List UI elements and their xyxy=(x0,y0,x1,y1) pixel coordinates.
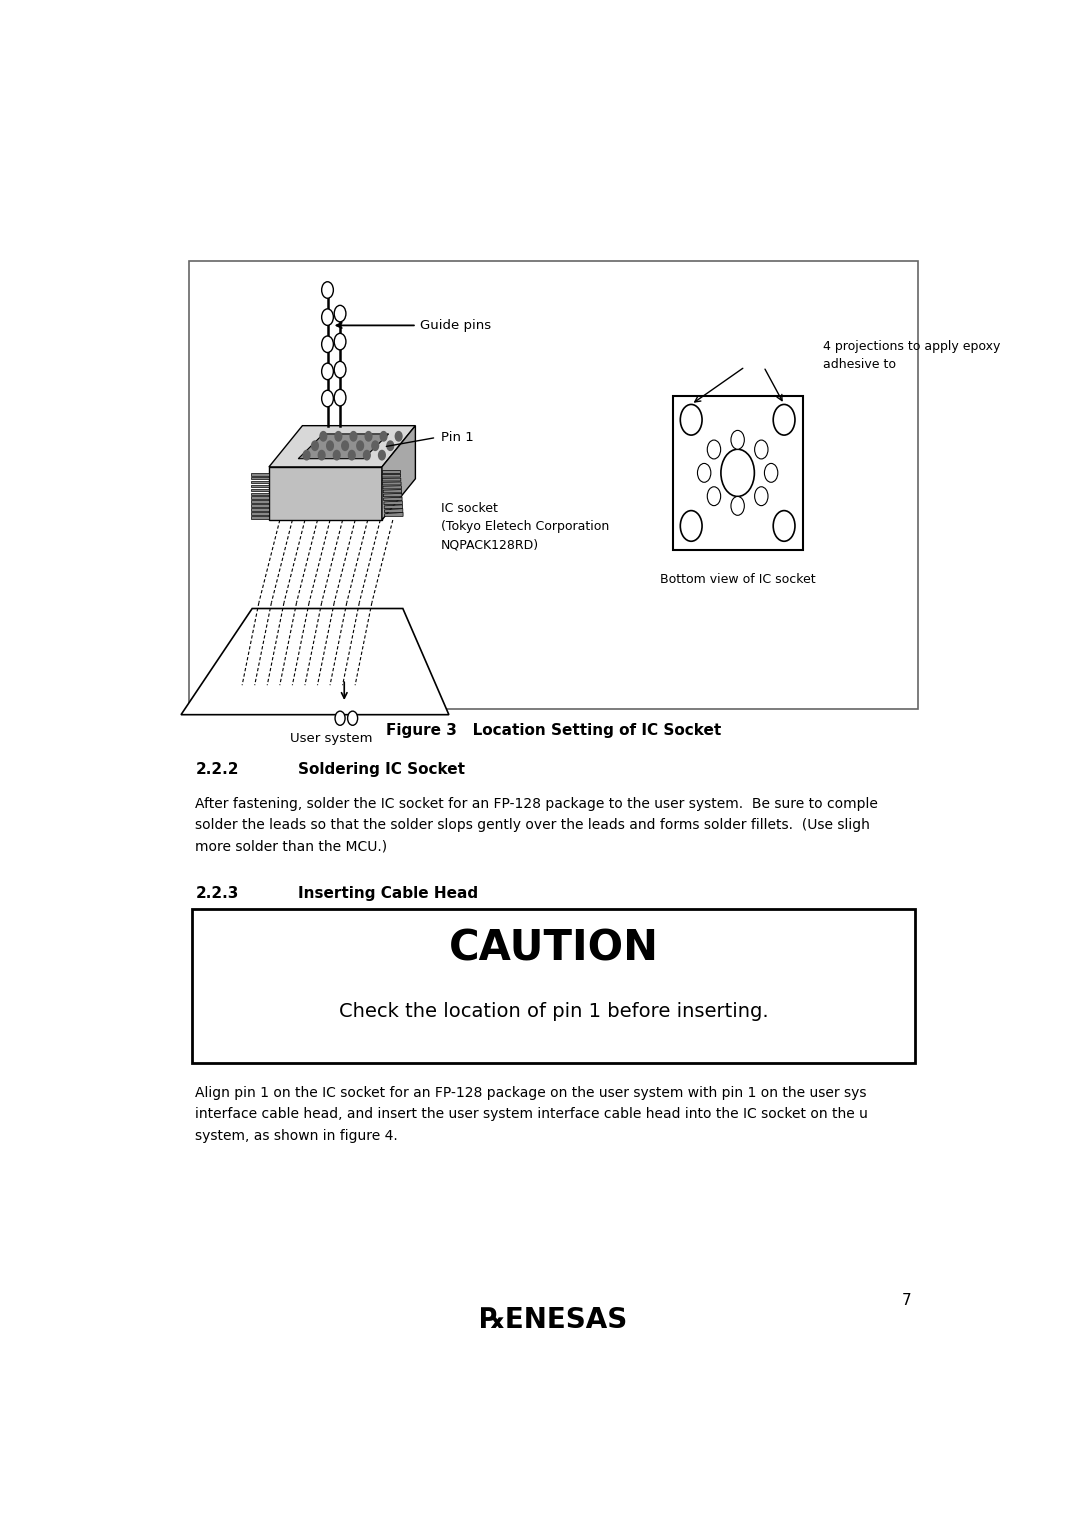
Circle shape xyxy=(721,449,754,496)
Polygon shape xyxy=(251,501,269,502)
Polygon shape xyxy=(251,484,269,487)
Text: 4 projections to apply epoxy
adhesive to: 4 projections to apply epoxy adhesive to xyxy=(823,340,1001,371)
Circle shape xyxy=(380,432,387,441)
Text: 2.2.3: 2.2.3 xyxy=(195,885,239,901)
Text: 2.2.2: 2.2.2 xyxy=(195,761,239,777)
Text: User system: User system xyxy=(291,732,373,746)
Polygon shape xyxy=(384,512,403,516)
Circle shape xyxy=(698,463,711,483)
Bar xyxy=(192,910,915,1063)
Text: IC socket
(Tokyo Eletech Corporation
NQPACK128RD): IC socket (Tokyo Eletech Corporation NQP… xyxy=(441,502,609,552)
Circle shape xyxy=(707,487,720,506)
Text: Align pin 1 on the IC socket for an FP-128 package on the user system with pin 1: Align pin 1 on the IC socket for an FP-1… xyxy=(195,1086,868,1143)
Circle shape xyxy=(322,363,334,380)
Circle shape xyxy=(334,334,346,349)
Polygon shape xyxy=(251,489,269,492)
Text: After fastening, solder the IC socket for an FP-128 package to the user system. : After fastening, solder the IC socket fo… xyxy=(195,797,878,853)
Circle shape xyxy=(334,389,346,406)
Polygon shape xyxy=(251,492,269,495)
Polygon shape xyxy=(383,486,402,489)
Polygon shape xyxy=(382,426,416,519)
Text: CAUTION: CAUTION xyxy=(448,927,659,970)
Circle shape xyxy=(755,440,768,460)
Text: Guide pins: Guide pins xyxy=(337,319,490,332)
Polygon shape xyxy=(382,475,401,476)
Text: Pin 1: Pin 1 xyxy=(441,430,473,444)
Circle shape xyxy=(379,450,386,460)
Circle shape xyxy=(387,441,393,450)
Polygon shape xyxy=(251,512,269,515)
Polygon shape xyxy=(382,470,401,473)
Circle shape xyxy=(334,362,346,378)
Polygon shape xyxy=(383,501,403,504)
Text: ℞ENESAS: ℞ENESAS xyxy=(480,1305,627,1334)
Circle shape xyxy=(322,282,334,299)
Polygon shape xyxy=(251,476,269,480)
Polygon shape xyxy=(251,473,269,475)
Circle shape xyxy=(755,487,768,506)
Circle shape xyxy=(335,711,346,725)
Circle shape xyxy=(326,441,334,450)
Circle shape xyxy=(395,432,402,441)
Circle shape xyxy=(348,711,357,725)
Circle shape xyxy=(765,463,778,483)
Polygon shape xyxy=(251,504,269,507)
Circle shape xyxy=(731,496,744,515)
Circle shape xyxy=(773,510,795,541)
Polygon shape xyxy=(298,434,389,458)
Circle shape xyxy=(303,450,310,460)
Circle shape xyxy=(341,441,349,450)
Polygon shape xyxy=(383,490,402,493)
Polygon shape xyxy=(384,506,403,509)
Circle shape xyxy=(731,430,744,449)
Polygon shape xyxy=(251,496,269,499)
Circle shape xyxy=(320,432,326,441)
Circle shape xyxy=(312,441,319,450)
Text: Soldering IC Socket: Soldering IC Socket xyxy=(298,761,465,777)
Polygon shape xyxy=(251,481,269,484)
Polygon shape xyxy=(383,498,402,501)
Polygon shape xyxy=(251,516,269,519)
Circle shape xyxy=(322,391,334,408)
Polygon shape xyxy=(269,467,382,519)
Circle shape xyxy=(364,450,370,460)
Circle shape xyxy=(322,336,334,352)
Circle shape xyxy=(365,432,372,441)
Circle shape xyxy=(319,450,325,460)
Text: Inserting Cable Head: Inserting Cable Head xyxy=(298,885,478,901)
Circle shape xyxy=(350,432,356,441)
Polygon shape xyxy=(269,426,416,467)
Text: Check the location of pin 1 before inserting.: Check the location of pin 1 before inser… xyxy=(339,1002,768,1022)
Polygon shape xyxy=(382,478,401,481)
Circle shape xyxy=(334,305,346,322)
Text: Figure 3   Location Setting of IC Socket: Figure 3 Location Setting of IC Socket xyxy=(386,723,721,738)
Polygon shape xyxy=(384,509,403,513)
Text: 7: 7 xyxy=(902,1293,912,1308)
Circle shape xyxy=(773,404,795,435)
Circle shape xyxy=(334,450,340,460)
Circle shape xyxy=(372,441,379,450)
Bar xyxy=(673,397,802,550)
Circle shape xyxy=(680,510,702,541)
Polygon shape xyxy=(382,483,401,486)
Bar xyxy=(189,260,918,709)
Circle shape xyxy=(335,432,341,441)
Circle shape xyxy=(349,450,355,460)
Text: Bottom view of IC socket: Bottom view of IC socket xyxy=(660,573,815,587)
Circle shape xyxy=(356,441,364,450)
Polygon shape xyxy=(383,493,402,496)
Circle shape xyxy=(322,309,334,325)
Polygon shape xyxy=(251,509,269,510)
Circle shape xyxy=(680,404,702,435)
Polygon shape xyxy=(181,608,449,714)
Circle shape xyxy=(707,440,720,460)
